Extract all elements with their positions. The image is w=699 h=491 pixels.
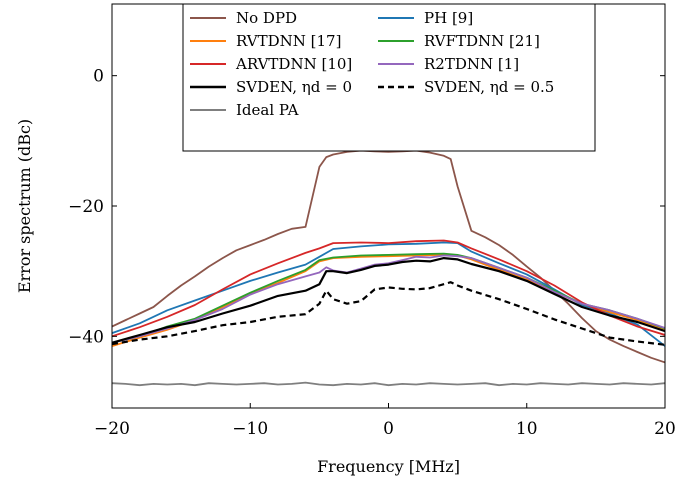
legend-label: RVFTDNN [21] bbox=[424, 32, 540, 50]
x-tick-label: 10 bbox=[516, 419, 538, 439]
series-line-svden-d-0-5 bbox=[112, 281, 665, 346]
legend-label: No DPD bbox=[236, 9, 297, 27]
series-line-no-dpd bbox=[112, 149, 665, 364]
legend-label: RVTDNN [17] bbox=[236, 32, 341, 50]
legend-label: R2TDNN [1] bbox=[424, 55, 519, 73]
legend: No DPD PH [9] RVTDNN [17] RVFTDNN [21] ARVTD… bbox=[182, 3, 596, 152]
x-axis-title: Frequency [MHz] bbox=[317, 457, 460, 476]
legend-label: SVDEN, ηd = 0.5 bbox=[424, 78, 554, 96]
series-layer bbox=[112, 149, 665, 387]
x-tick-label: 0 bbox=[383, 419, 394, 439]
tick-layer: −20 −10 0 10 20 −40 −20 0 bbox=[68, 4, 676, 439]
y-tick-label: 0 bbox=[93, 67, 104, 87]
series-line-r2tdnn-1 bbox=[112, 254, 665, 344]
x-tick-label: −20 bbox=[94, 419, 130, 439]
y-axis-title: Error spectrum (dBc) bbox=[15, 119, 34, 293]
legend-label: ARVTDNN [10] bbox=[235, 55, 352, 73]
y-tick-label: −20 bbox=[68, 197, 104, 217]
legend-label: Ideal PA bbox=[236, 101, 299, 119]
x-tick-label: −10 bbox=[232, 419, 268, 439]
x-tick-label: 20 bbox=[654, 419, 676, 439]
series-line-svden-d-0 bbox=[112, 257, 665, 344]
series-line-arvtdnn-10 bbox=[112, 239, 665, 338]
y-tick-label: −40 bbox=[68, 327, 104, 347]
legend-label: SVDEN, ηd = 0 bbox=[236, 78, 352, 96]
series-line-ideal-pa bbox=[112, 381, 665, 387]
legend-box bbox=[182, 3, 596, 152]
legend-label: PH [9] bbox=[424, 9, 473, 27]
